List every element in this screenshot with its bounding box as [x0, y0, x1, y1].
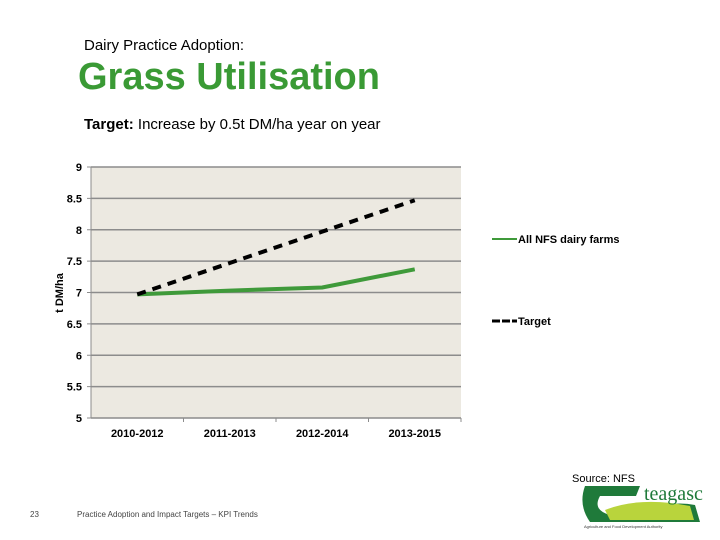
x-tick-label: 2010-2012	[111, 428, 164, 440]
series-line-all-nfs	[137, 267, 416, 297]
y-tick-label: 5.5	[67, 382, 82, 394]
x-tick-label: 2013-2015	[388, 428, 441, 440]
source-note: Source: NFS	[572, 473, 635, 485]
y-axis-label: t DM/ha	[54, 272, 66, 313]
footer-text: Practice Adoption and Impact Targets – K…	[77, 510, 258, 519]
y-tick-label: 8	[76, 225, 82, 237]
slide-title: Grass Utilisation	[78, 56, 380, 98]
target-statement: Target: Increase by 0.5t DM/ha year on y…	[84, 116, 381, 133]
y-tick-label: 7	[76, 288, 82, 300]
x-tick-label: 2012-2014	[296, 428, 349, 440]
y-tick-label: 6	[76, 350, 82, 362]
x-tick-label: 2011-2013	[204, 428, 256, 440]
y-tick-label: 5	[76, 413, 82, 425]
y-tick-label: 8.5	[67, 193, 82, 205]
y-tick-label: 7.5	[67, 256, 82, 268]
target-label: Target:	[84, 116, 134, 133]
legend-label: Target	[518, 316, 551, 328]
slide-subtitle: Dairy Practice Adoption:	[84, 37, 245, 54]
y-tick-label: 9	[76, 162, 82, 174]
legend-label: All NFS dairy farms	[518, 234, 619, 246]
series-line-target	[136, 198, 416, 297]
y-tick-label: 6.5	[67, 319, 82, 331]
page-number: 23	[30, 510, 39, 519]
target-text: Increase by 0.5t DM/ha year on year	[133, 116, 381, 133]
